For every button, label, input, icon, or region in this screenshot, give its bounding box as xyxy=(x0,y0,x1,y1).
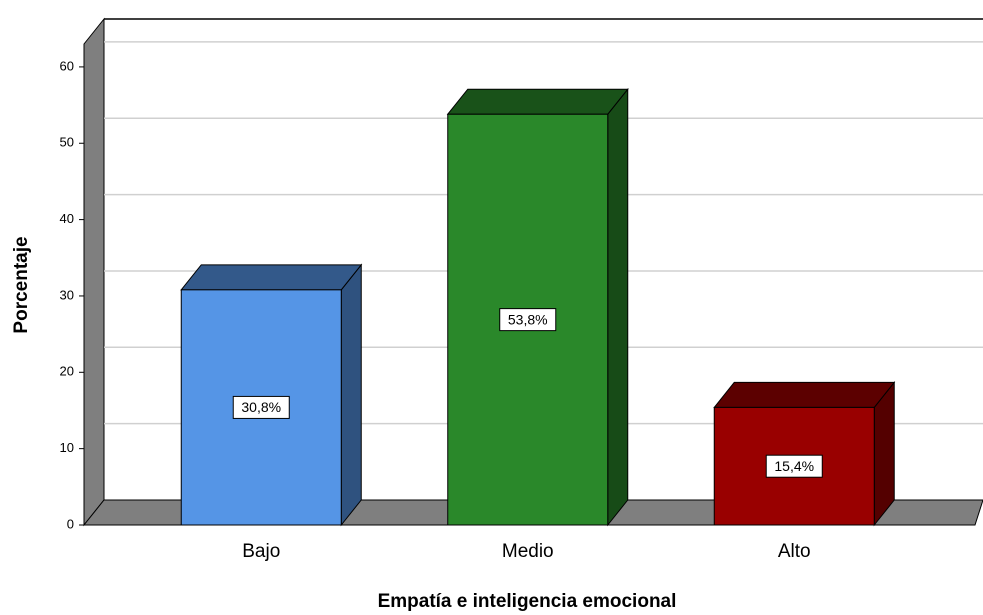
x-axis-label: Empatía e inteligencia emocional xyxy=(378,591,677,612)
left-wall xyxy=(83,17,105,527)
bar-top xyxy=(713,381,896,408)
value-label: 30,8% xyxy=(241,399,281,415)
bar-side xyxy=(607,87,629,527)
value-label-box xyxy=(232,395,290,419)
value-label-box xyxy=(765,454,823,478)
y-tick-label: 30 xyxy=(60,287,74,302)
value-label: 15,4% xyxy=(774,458,814,474)
x-tick-label: Bajo xyxy=(242,541,280,562)
y-tick-label: 50 xyxy=(60,135,74,150)
x-tick-label: Alto xyxy=(778,541,811,562)
x-tick-label: Medio xyxy=(502,541,554,562)
y-axis-label: Porcentaje xyxy=(11,236,32,333)
y-tick-label: 10 xyxy=(60,440,74,455)
bar-side xyxy=(340,263,362,527)
bar xyxy=(180,263,363,527)
y-tick-label: 0 xyxy=(67,516,74,531)
bar-top xyxy=(180,264,363,291)
value-label: 53,8% xyxy=(508,311,548,327)
y-tick-label: 20 xyxy=(60,364,74,379)
bar xyxy=(446,87,629,527)
bar-top xyxy=(446,88,629,115)
bar xyxy=(713,380,896,527)
y-tick-label: 40 xyxy=(60,211,74,226)
y-tick-label: 60 xyxy=(60,58,74,73)
value-label-box xyxy=(499,308,557,332)
